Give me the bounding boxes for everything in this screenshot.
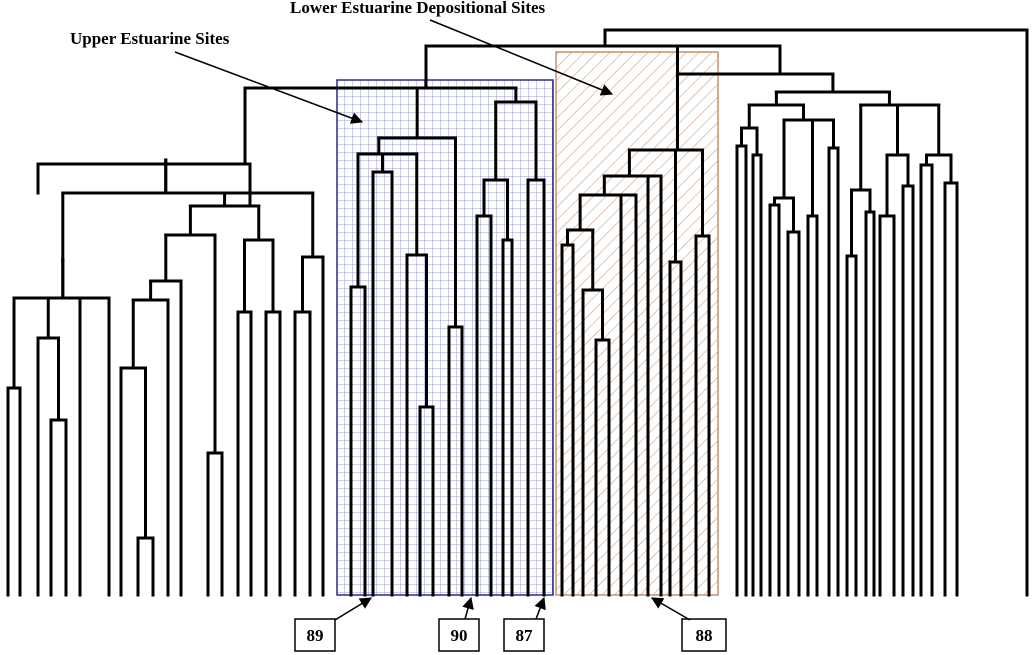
site-88-callout: 88	[650, 597, 727, 652]
upper-estuarine-label: Upper Estuarine Sites	[70, 29, 230, 48]
site-89-label: 89	[307, 626, 324, 645]
upper-estuarine-arrow	[174, 51, 364, 124]
upper-estuarine-region	[336, 79, 554, 596]
lower-estuarine-arrow	[429, 19, 614, 96]
dendrogram-tree	[6, 28, 1029, 597]
site-87-callout: 87	[503, 596, 546, 652]
site-89-callout: 89	[294, 597, 373, 652]
lower-estuarine-label: Lower Estuarine Depositional Sites	[290, 0, 546, 17]
site-87-label: 87	[516, 626, 534, 645]
site-88-label: 88	[696, 626, 713, 645]
site-90-callout: 90	[438, 596, 480, 652]
site-90-label: 90	[451, 626, 468, 645]
